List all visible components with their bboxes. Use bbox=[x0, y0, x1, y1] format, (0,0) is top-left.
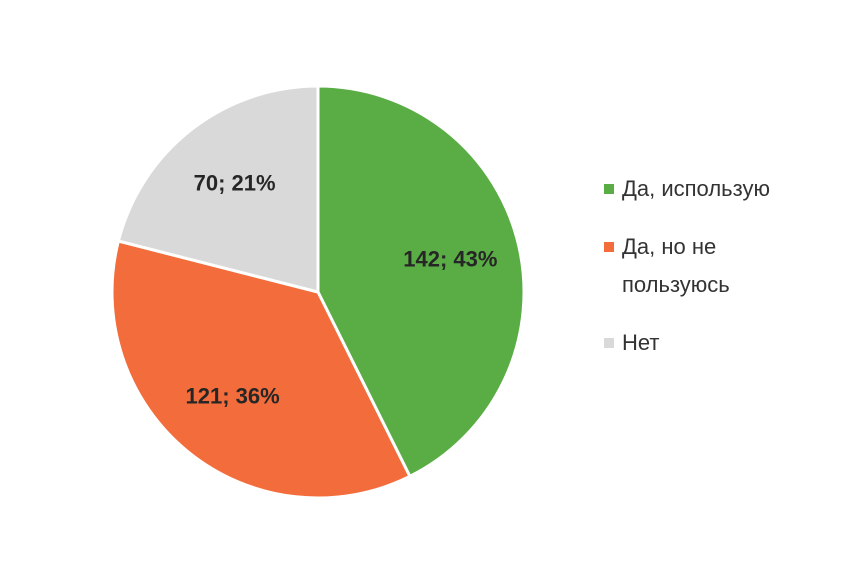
legend: Да, использую Да, но не пользуюсь Нет bbox=[600, 170, 800, 382]
legend-item: Да, использую bbox=[600, 170, 800, 208]
legend-label: Нет bbox=[622, 330, 660, 355]
legend-swatch bbox=[604, 184, 614, 194]
legend-item: Нет bbox=[600, 324, 800, 362]
data-label: 142; 43% bbox=[403, 247, 497, 272]
pie-slice bbox=[110, 239, 412, 500]
legend-label: Да, но не пользуюсь bbox=[622, 234, 730, 297]
data-label: 121; 36% bbox=[185, 384, 279, 409]
data-label: 70; 21% bbox=[194, 170, 276, 195]
legend-label: Да, использую bbox=[622, 176, 770, 201]
legend-item: Да, но не пользуюсь bbox=[600, 228, 800, 304]
pie-slice bbox=[316, 84, 526, 479]
pie-slice bbox=[116, 84, 320, 294]
legend-swatch bbox=[604, 338, 614, 348]
legend-swatch bbox=[604, 242, 614, 252]
